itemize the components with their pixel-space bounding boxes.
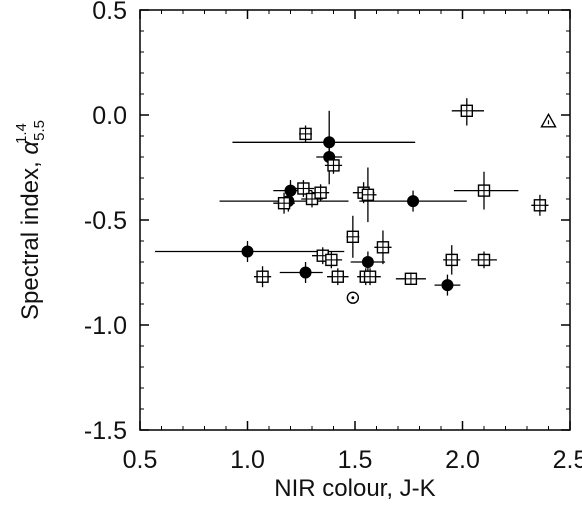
x-axis-title: NIR colour, J-K [274,475,435,502]
y-axis-title-prefix: Spectral index, [17,155,44,320]
y-tick-label: -0.5 [84,207,127,235]
x-tick-label: 1.0 [230,446,265,474]
axis-ticks [139,9,571,431]
x-tick-label: 2.0 [445,446,480,474]
data-point-filled-circle [299,266,312,279]
y-axis-title-symbol: α [17,140,44,155]
data-point-filled-circle [441,279,454,292]
plot-frame [139,9,571,431]
data-point-filled-circle [323,136,336,149]
data-point-circle-dot [351,296,355,300]
data-point-filled-circle [407,195,420,208]
y-axis-title: Spectral index, α5.51.4 [13,120,48,320]
y-tick-label: 0.5 [92,0,127,25]
data-point-filled-circle [361,256,374,268]
y-axis-title-superscript: 1.4 [13,123,30,144]
y-tick-label: -1.5 [84,417,127,445]
x-tick-label: 1.5 [338,446,373,474]
x-tick-label: 0.5 [123,446,158,474]
y-tick-label: 0.0 [92,102,127,130]
data-point-filled-circle [284,184,297,197]
x-tick-label: 2.5 [553,446,582,474]
y-tick-label: -1.0 [84,312,127,340]
data-point-filled-circle [241,245,254,258]
data-markers [241,104,557,304]
y-axis-title-subscript: 5.5 [31,120,48,141]
tick-labels: 0.5 1.0 1.5 2.0 2.5 -1.5 -1.0 -0.5 0.0 0.5 [84,0,582,474]
